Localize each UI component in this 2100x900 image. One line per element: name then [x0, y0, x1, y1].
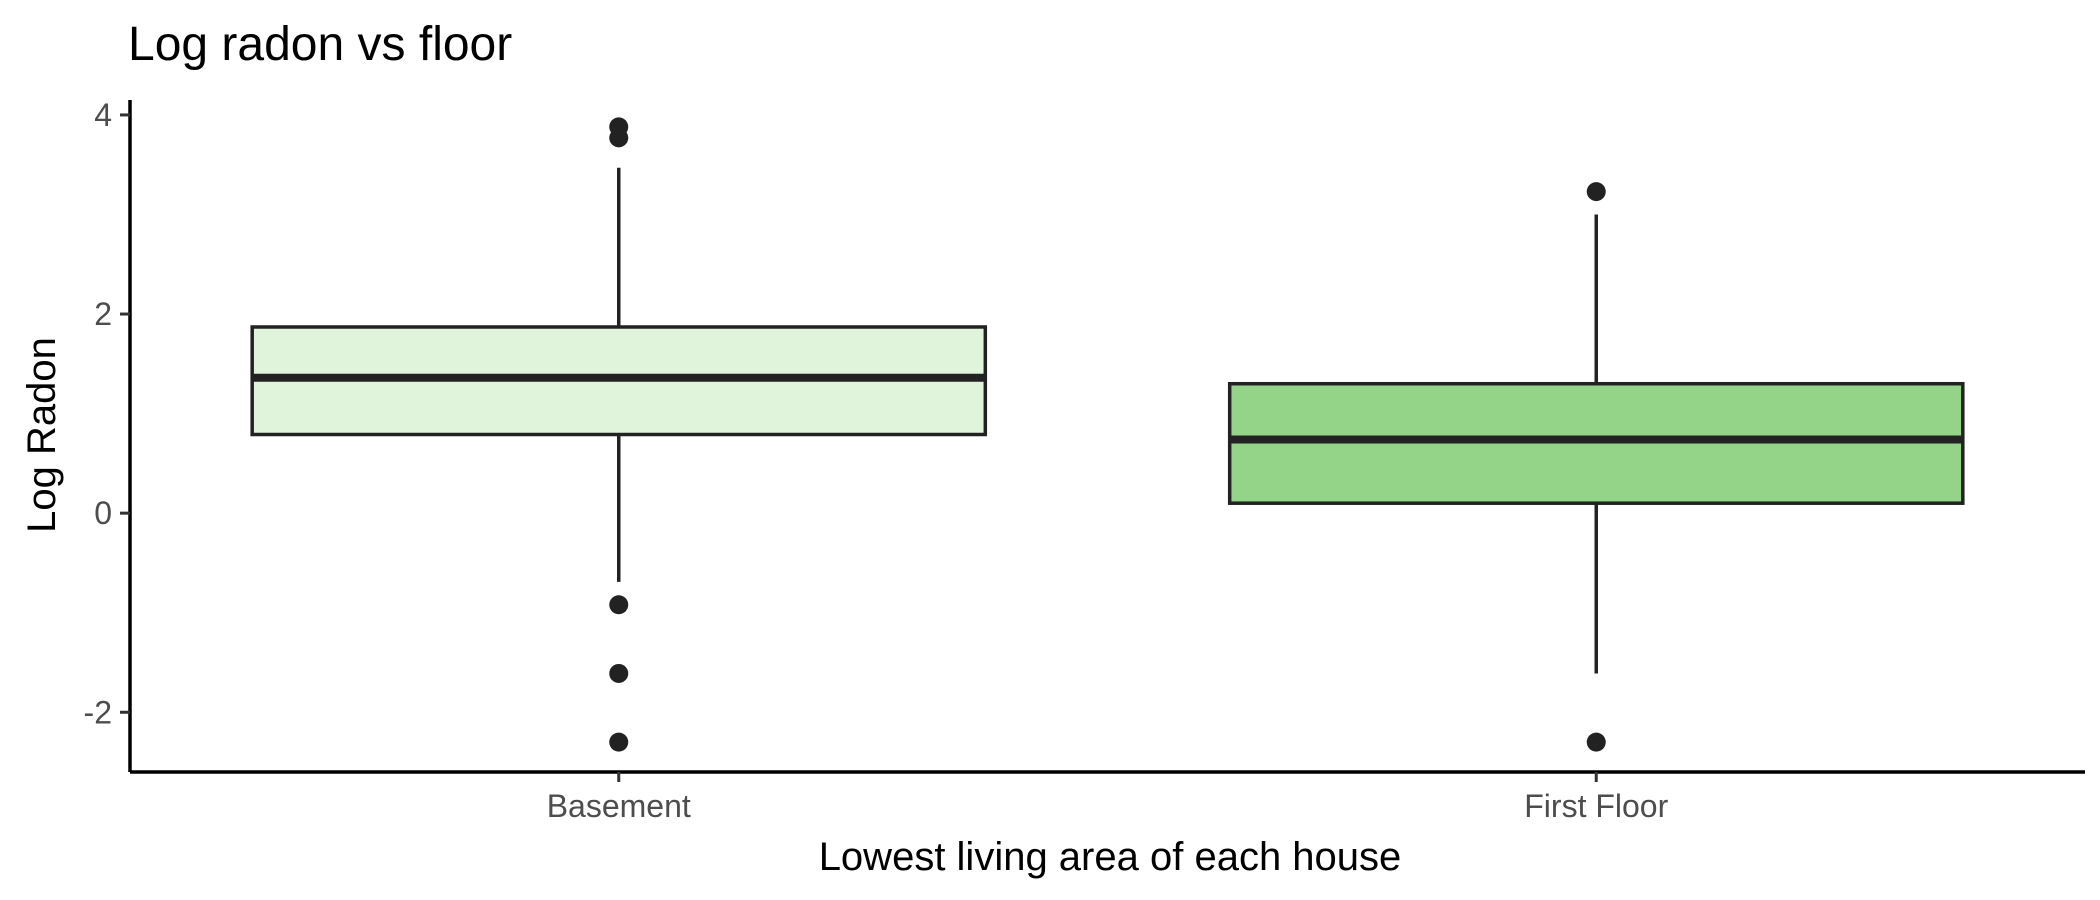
outlier-point-basement-2: [609, 595, 629, 615]
box-group-basement: [250, 117, 988, 752]
y-tick-label: 0: [94, 495, 112, 531]
chart-title: Log radon vs floor: [128, 18, 512, 71]
y-tick-label: 4: [94, 97, 112, 133]
outlier-point-basement-3: [609, 663, 629, 683]
x-tick-label-first-floor: First Floor: [1524, 788, 1668, 824]
x-tick-label-basement: Basement: [547, 788, 691, 824]
y-axis-title: Log Radon: [20, 337, 64, 533]
plot-area: [250, 117, 1965, 752]
outlier-point-first-floor-1: [1586, 732, 1606, 752]
axes: -2 0 2 4 Basement First Floor: [84, 97, 2085, 824]
y-tick-label: 2: [94, 296, 112, 332]
box-group-first-floor: [1227, 182, 1965, 752]
outlier-point-basement-4: [609, 732, 629, 752]
x-axis-title: Lowest living area of each house: [819, 835, 1402, 879]
y-tick-label: -2: [84, 694, 112, 730]
outlier-point-basement-1: [609, 128, 629, 148]
outlier-point-first-floor-0: [1586, 182, 1606, 202]
